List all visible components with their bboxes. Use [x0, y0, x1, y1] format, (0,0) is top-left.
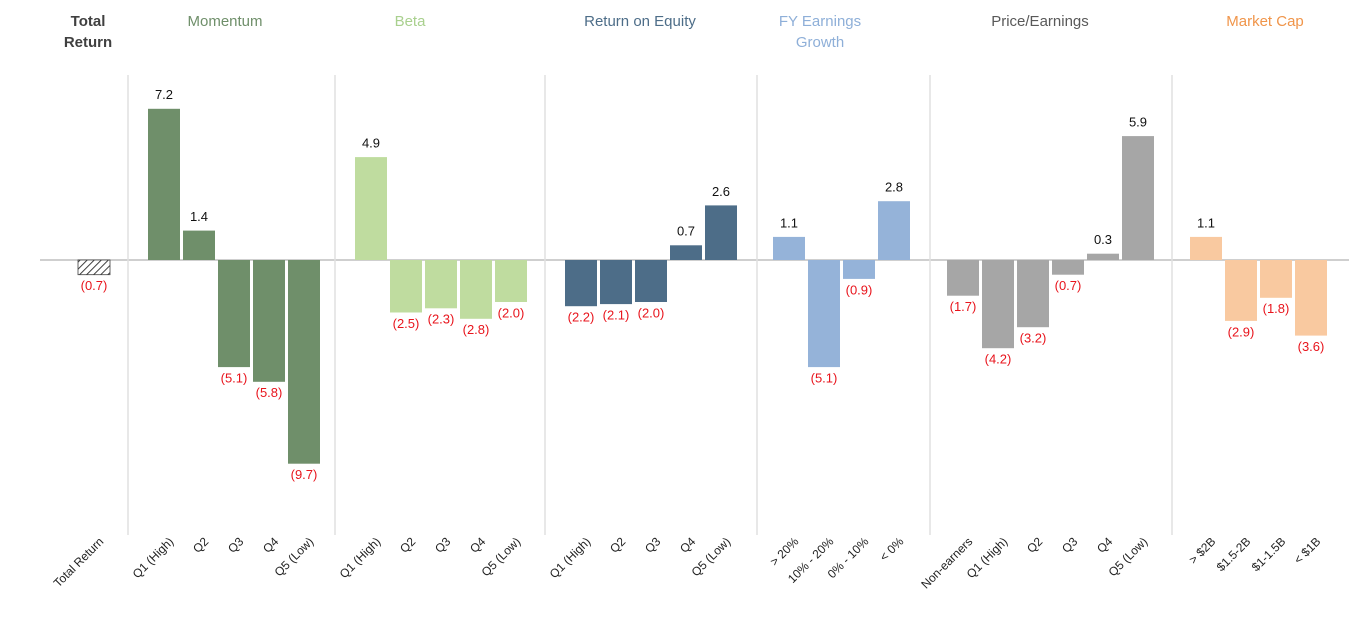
bar: [1122, 136, 1154, 260]
data-label: (5.1): [221, 371, 248, 386]
group-title: Market Cap: [1226, 13, 1304, 30]
x-tick-label: Q1 (High): [337, 534, 384, 581]
x-tick-label: > $2B: [1186, 534, 1218, 566]
data-label: (9.7): [291, 467, 318, 482]
bar: [565, 260, 597, 307]
data-label: (4.2): [985, 352, 1012, 367]
bar: [355, 157, 387, 260]
bar: [183, 230, 215, 260]
x-tick-label: Total Return: [51, 534, 107, 590]
data-label: 1.1: [780, 215, 798, 230]
bar: [253, 260, 285, 382]
data-label: (2.8): [463, 322, 490, 337]
data-label: 0.7: [677, 224, 695, 239]
bar: [1295, 260, 1327, 336]
x-tick-label: $1-1.5B: [1249, 534, 1289, 574]
bar: [495, 260, 527, 302]
bar: [635, 260, 667, 302]
group-title: Beta: [395, 13, 427, 30]
group-title: Growth: [796, 34, 844, 51]
data-label: (3.2): [1020, 331, 1047, 346]
data-label: (2.9): [1228, 324, 1255, 339]
x-tick-label: Q3: [432, 534, 453, 555]
bar: [947, 260, 979, 296]
data-label: (1.7): [950, 299, 977, 314]
bar: [808, 260, 840, 368]
x-tick-label: Q4: [677, 534, 698, 555]
bar: [460, 260, 492, 319]
group-title: Momentum: [187, 13, 262, 30]
data-label: 2.8: [885, 180, 903, 195]
x-tick-label: < 0%: [877, 534, 907, 564]
x-tick-label: Non-earners: [918, 534, 975, 591]
bar: [705, 205, 737, 260]
data-label: 0.3: [1094, 232, 1112, 247]
bar: [77, 259, 111, 276]
bar: [982, 260, 1014, 349]
group-title: Return: [64, 34, 112, 51]
data-label: (2.0): [498, 305, 525, 320]
bar: [425, 260, 457, 309]
bar: [1087, 253, 1119, 260]
data-label: (2.0): [638, 305, 665, 320]
x-tick-label: Q1 (High): [547, 534, 594, 581]
data-label: 5.9: [1129, 115, 1147, 130]
data-label: (0.7): [1055, 278, 1082, 293]
bar: [148, 108, 180, 260]
bar: [670, 245, 702, 260]
data-label: 2.6: [712, 184, 730, 199]
data-label: (0.9): [846, 282, 873, 297]
data-label: (5.8): [256, 385, 283, 400]
x-tick-label: < $1B: [1291, 534, 1323, 566]
data-label: 7.2: [155, 87, 173, 102]
data-label: (5.1): [811, 371, 838, 386]
bar: [878, 201, 910, 260]
bar: [1190, 236, 1222, 260]
bar: [218, 260, 250, 368]
x-tick-label: Q3: [642, 534, 663, 555]
bar: [600, 260, 632, 305]
x-tick-label: Q2: [607, 534, 628, 555]
group-title: Price/Earnings: [991, 13, 1089, 30]
group-title: Return on Equity: [584, 13, 696, 30]
x-tick-label: Q4: [467, 534, 488, 555]
data-label: (2.2): [568, 310, 595, 325]
bar: [843, 260, 875, 279]
x-tick-label: Q4: [260, 534, 281, 555]
x-tick-label: $1.5-2B: [1214, 534, 1254, 574]
data-label: (2.1): [603, 308, 630, 323]
bar: [1225, 260, 1257, 321]
data-label: 4.9: [362, 136, 380, 151]
bar: [1017, 260, 1049, 328]
x-tick-label: Q5 (Low): [1106, 534, 1151, 579]
data-label: (3.6): [1298, 339, 1325, 354]
data-label: (0.7): [81, 278, 108, 293]
group-title: Total: [71, 13, 106, 30]
x-tick-label: Q1 (High): [130, 534, 177, 581]
bar: [773, 236, 805, 260]
x-tick-label: Q3: [225, 534, 246, 555]
x-tick-label: Q2: [397, 534, 418, 555]
bar: [390, 260, 422, 313]
data-label: 1.4: [190, 209, 208, 224]
x-tick-label: Q4: [1094, 534, 1115, 555]
group-title: FY Earnings: [779, 13, 861, 30]
x-tick-label: Q2: [1024, 534, 1045, 555]
bar: [1052, 260, 1084, 275]
x-tick-label: Q5 (Low): [689, 534, 734, 579]
data-label: (2.3): [428, 312, 455, 327]
x-tick-label: Q3: [1059, 534, 1080, 555]
bar: [1260, 260, 1292, 298]
data-label: 1.1: [1197, 215, 1215, 230]
x-tick-label: Q5 (Low): [272, 534, 317, 579]
bar: [288, 260, 320, 464]
data-label: (1.8): [1263, 301, 1290, 316]
data-label: (2.5): [393, 316, 420, 331]
x-tick-label: Q2: [190, 534, 211, 555]
x-tick-label: Q5 (Low): [479, 534, 524, 579]
